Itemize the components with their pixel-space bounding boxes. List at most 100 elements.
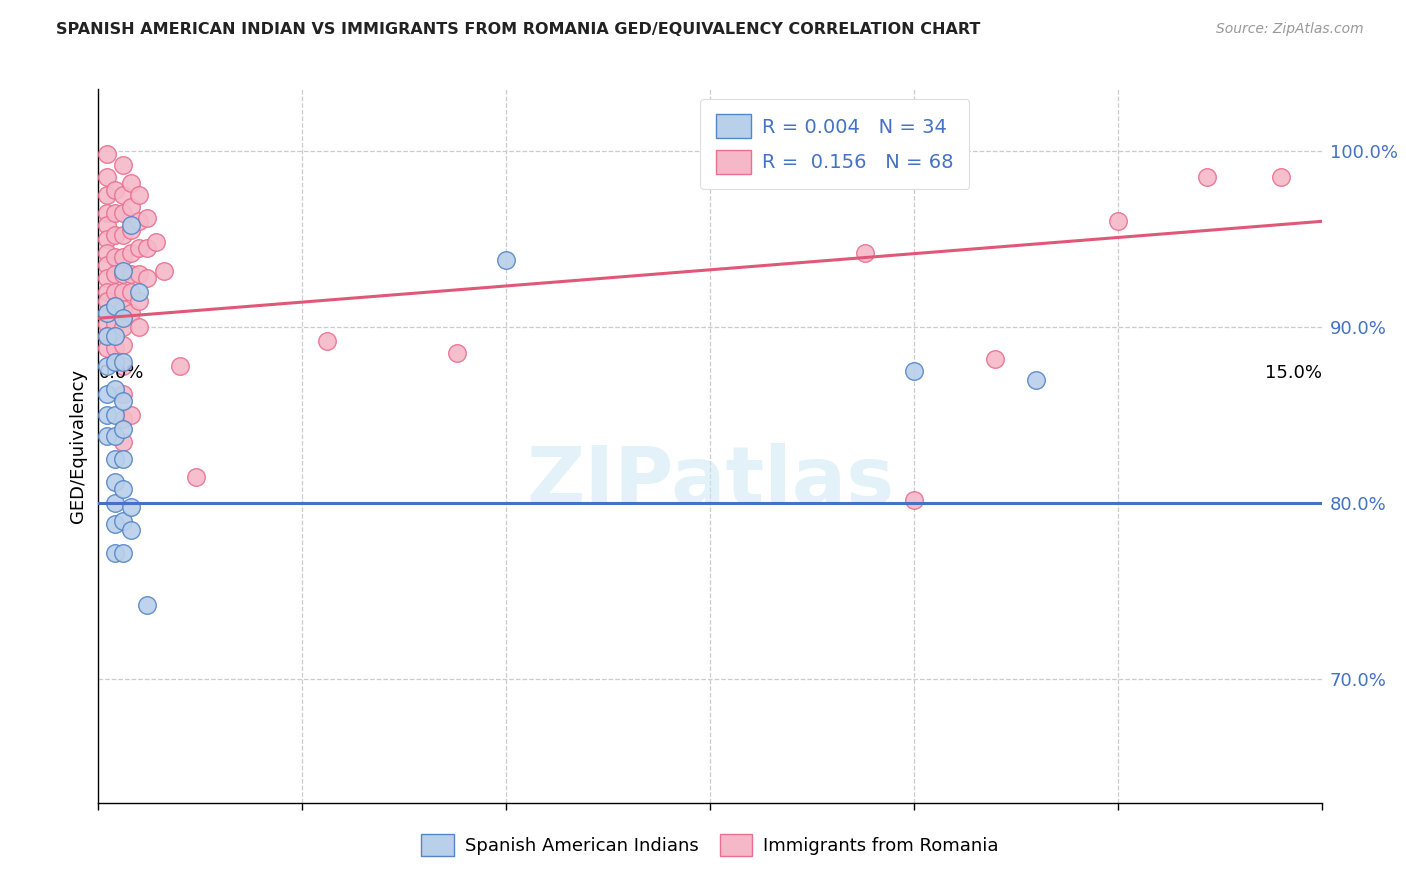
Point	[1197, 170, 1219, 185]
Point	[96, 329, 118, 343]
Point	[111, 285, 134, 299]
Point	[111, 320, 134, 334]
Point	[104, 285, 127, 299]
Point	[96, 218, 118, 232]
Point	[111, 434, 134, 449]
Point	[315, 334, 337, 348]
Point	[104, 452, 127, 467]
Point	[903, 492, 925, 507]
Point	[96, 408, 118, 422]
Point	[104, 382, 127, 396]
Point	[96, 359, 118, 373]
Legend: Spanish American Indians, Immigrants from Romania: Spanish American Indians, Immigrants fro…	[412, 825, 1008, 865]
Text: ZIPatlas: ZIPatlas	[526, 442, 894, 521]
Point	[96, 341, 118, 355]
Point	[120, 285, 142, 299]
Point	[111, 158, 134, 172]
Point	[96, 270, 118, 285]
Point	[104, 341, 127, 355]
Point	[104, 546, 127, 560]
Point	[111, 302, 134, 317]
Point	[120, 267, 142, 281]
Point	[104, 205, 127, 219]
Point	[128, 285, 150, 299]
Point	[96, 306, 118, 320]
Point	[111, 514, 134, 528]
Point	[96, 205, 118, 219]
Point	[120, 408, 142, 422]
Point	[104, 250, 127, 264]
Point	[104, 317, 127, 331]
Point	[104, 299, 127, 313]
Point	[128, 241, 150, 255]
Point	[96, 170, 118, 185]
Point	[111, 411, 134, 425]
Point	[111, 311, 134, 326]
Point	[120, 200, 142, 214]
Point	[111, 452, 134, 467]
Point	[96, 285, 118, 299]
Point	[111, 482, 134, 496]
Point	[984, 351, 1007, 366]
Point	[1025, 373, 1047, 387]
Point	[120, 223, 142, 237]
Y-axis label: GED/Equivalency: GED/Equivalency	[69, 369, 87, 523]
Point	[104, 228, 127, 243]
Point	[186, 470, 208, 484]
Point	[104, 329, 127, 343]
Point	[111, 546, 134, 560]
Point	[111, 188, 134, 202]
Point	[1107, 214, 1129, 228]
Point	[96, 306, 118, 320]
Point	[120, 246, 142, 260]
Point	[128, 188, 150, 202]
Point	[104, 329, 127, 343]
Point	[903, 364, 925, 378]
Point	[145, 235, 167, 250]
Point	[104, 429, 127, 443]
Text: 15.0%: 15.0%	[1264, 364, 1322, 382]
Point	[128, 267, 150, 281]
Point	[120, 176, 142, 190]
Point	[111, 337, 134, 351]
Point	[111, 355, 134, 369]
Point	[853, 246, 876, 260]
Text: Source: ZipAtlas.com: Source: ZipAtlas.com	[1216, 22, 1364, 37]
Point	[104, 408, 127, 422]
Point	[128, 214, 150, 228]
Point	[111, 263, 134, 277]
Point	[104, 496, 127, 510]
Point	[111, 205, 134, 219]
Point	[111, 228, 134, 243]
Point	[152, 263, 174, 277]
Point	[111, 250, 134, 264]
Point	[120, 306, 142, 320]
Point	[96, 329, 118, 343]
Point	[104, 267, 127, 281]
Point	[495, 253, 517, 268]
Text: SPANISH AMERICAN INDIAN VS IMMIGRANTS FROM ROMANIA GED/EQUIVALENCY CORRELATION C: SPANISH AMERICAN INDIAN VS IMMIGRANTS FR…	[56, 22, 980, 37]
Text: 0.0%: 0.0%	[98, 364, 143, 382]
Point	[128, 293, 150, 308]
Point	[104, 355, 127, 369]
Point	[120, 500, 142, 514]
Point	[111, 394, 134, 409]
Point	[120, 218, 142, 232]
Point	[96, 147, 118, 161]
Point	[104, 517, 127, 532]
Point	[96, 259, 118, 273]
Point	[446, 346, 468, 360]
Point	[96, 188, 118, 202]
Point	[128, 320, 150, 334]
Point	[120, 523, 142, 537]
Point	[104, 355, 127, 369]
Point	[96, 293, 118, 308]
Point	[136, 241, 159, 255]
Point	[136, 270, 159, 285]
Point	[169, 359, 191, 373]
Point	[1270, 170, 1292, 185]
Point	[96, 429, 118, 443]
Point	[96, 387, 118, 401]
Point	[96, 232, 118, 246]
Point	[104, 475, 127, 489]
